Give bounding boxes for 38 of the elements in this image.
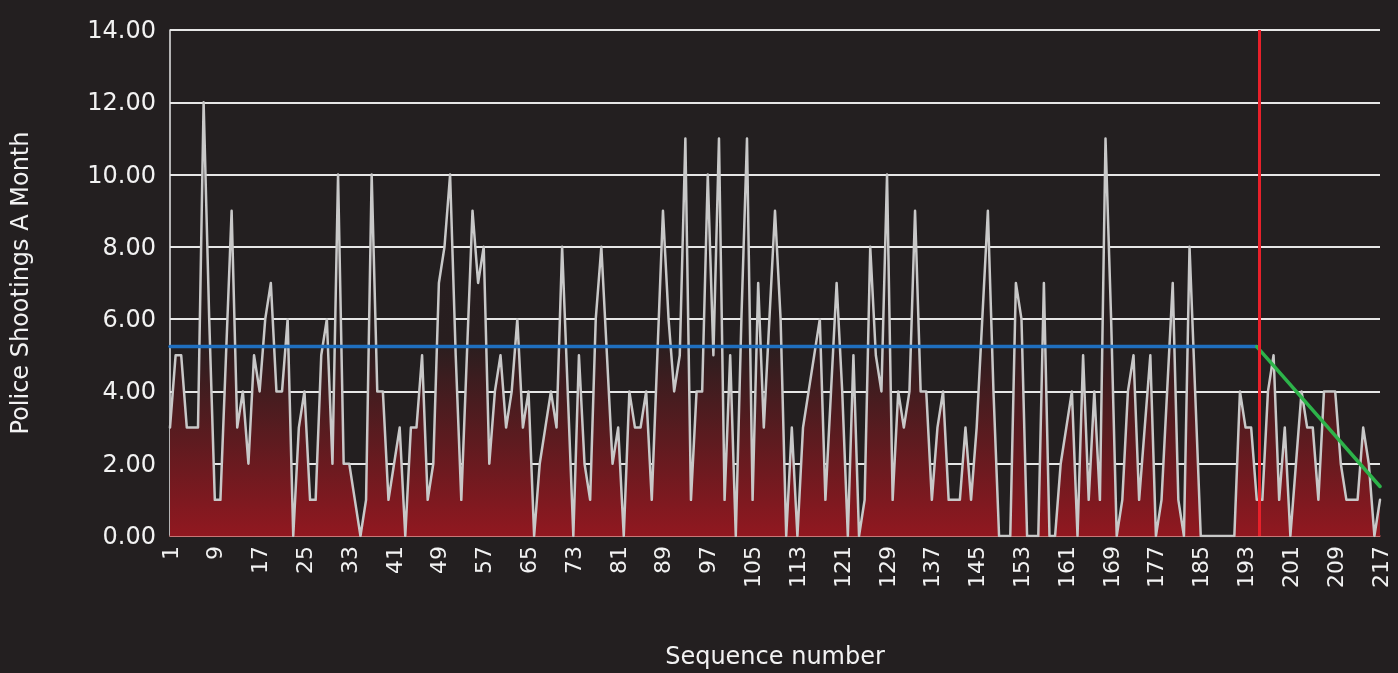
x-axis-title: Sequence number (665, 642, 885, 670)
y-tick-label: 6.00 (102, 305, 156, 334)
x-tick-label: 161 (1053, 546, 1079, 588)
y-tick-label: 2.00 (102, 449, 156, 478)
y-tick-label: 4.00 (102, 377, 156, 406)
x-tick-label: 97 (695, 546, 721, 574)
x-tick-label: 113 (784, 546, 810, 588)
x-tick-label: 65 (516, 546, 542, 574)
x-tick-label: 105 (740, 546, 766, 588)
x-tick-label: 201 (1277, 546, 1303, 588)
x-tick-label: 17 (247, 546, 273, 574)
x-tick-label: 81 (605, 546, 631, 574)
x-tick-label: 217 (1367, 546, 1393, 588)
y-tick-label: 0.00 (102, 522, 156, 550)
x-tick-label: 129 (874, 546, 900, 588)
x-tick-label: 9 (202, 546, 228, 560)
x-tick-label: 145 (964, 546, 990, 588)
x-tick-label: 33 (336, 546, 362, 574)
x-tick-label: 209 (1322, 546, 1348, 588)
x-tick-label: 193 (1233, 546, 1259, 588)
y-tick-label: 8.00 (102, 232, 156, 261)
x-tick-label: 169 (1098, 546, 1124, 588)
x-tick-label: 121 (829, 546, 855, 588)
x-tick-label: 137 (919, 546, 945, 588)
x-tick-label: 185 (1188, 546, 1214, 588)
y-tick-label: 10.00 (87, 160, 156, 189)
x-tick-label: 41 (381, 546, 407, 574)
y-tick-label: 14.00 (87, 16, 156, 44)
x-tick-label: 49 (426, 546, 452, 574)
x-tick-label: 89 (650, 546, 676, 574)
x-tick-label: 1 (157, 546, 183, 560)
x-tick-label: 25 (291, 546, 317, 574)
x-tick-label: 177 (1143, 546, 1169, 588)
y-axis-title: Police Shootings A Month (6, 131, 34, 435)
x-tick-label: 153 (1008, 546, 1034, 588)
x-tick-label: 73 (560, 546, 586, 574)
x-tick-label: 57 (471, 546, 497, 574)
y-tick-label: 12.00 (87, 88, 156, 117)
